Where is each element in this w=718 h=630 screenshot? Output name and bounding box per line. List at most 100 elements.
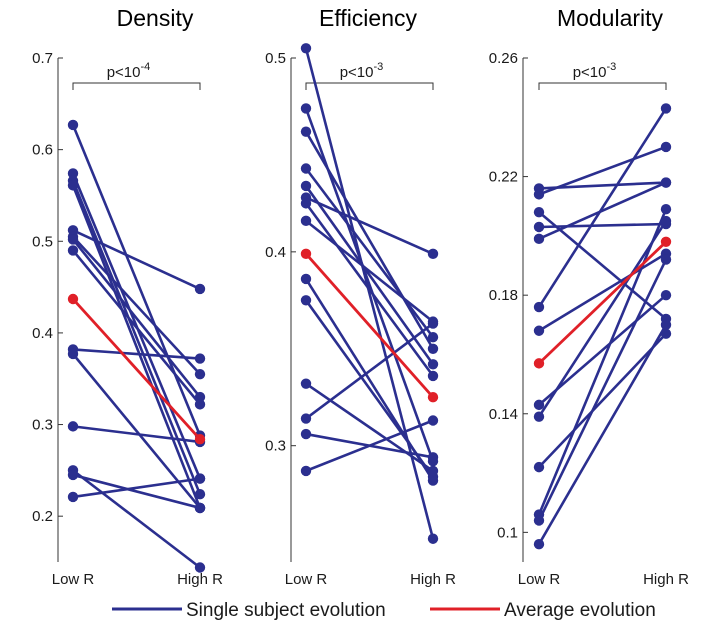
average-point-low: [300, 248, 312, 259]
subject-point-low: [67, 348, 79, 360]
subject-point-low: [533, 301, 545, 313]
subject-point-high: [660, 289, 672, 301]
subject-point-low: [300, 126, 312, 137]
subject-point-high: [427, 452, 439, 463]
y-tick-label: 0.1: [497, 524, 518, 541]
subject-point-high: [427, 415, 439, 426]
legend-label-average: Average evolution: [504, 600, 656, 621]
subject-line: [537, 107, 668, 308]
subject-line: [538, 252, 667, 332]
subject-line: [538, 145, 667, 196]
subject-line: [304, 107, 435, 462]
legend-label-single-subject: Single subject evolution: [186, 600, 386, 621]
subject-line: [537, 220, 668, 418]
subject-line: [304, 131, 435, 350]
y-tick-label: 0.26: [489, 50, 518, 67]
subject-line: [538, 222, 667, 229]
subject-point-low: [533, 221, 545, 233]
subject-line: [305, 382, 434, 472]
subject-point-low: [67, 234, 79, 245]
subject-point-high: [194, 368, 206, 380]
subject-point-high: [660, 141, 672, 153]
subject-line: [72, 229, 201, 291]
significance-bracket: [538, 82, 667, 90]
significance-label: p<10-3: [340, 61, 384, 81]
subject-point-high: [660, 177, 672, 188]
subject-point-high: [427, 465, 439, 477]
subject-line: [304, 202, 435, 377]
panel-title: Efficiency: [319, 5, 418, 31]
significance-bracket: [305, 82, 434, 90]
subject-point-high: [427, 533, 439, 544]
y-tick-label: 0.4: [32, 325, 53, 342]
subject-point-high: [194, 473, 206, 484]
subject-line: [538, 294, 667, 406]
average-point-low: [67, 293, 79, 305]
significance-exponent: -4: [141, 61, 151, 73]
average-line: [304, 252, 435, 399]
subject-point-low: [300, 163, 312, 174]
subject-point-low: [67, 421, 79, 432]
panel-title: Density: [117, 5, 194, 31]
subject-point-high: [660, 254, 672, 265]
subject-point-high: [194, 502, 206, 514]
subject-point-high: [427, 370, 439, 382]
average-point-high: [427, 392, 439, 403]
average-point-high: [660, 236, 672, 248]
subject-line: [537, 259, 668, 522]
subject-point-high: [427, 343, 439, 354]
subject-line: [538, 332, 667, 469]
subject-point-high: [194, 283, 206, 295]
subject-line: [71, 124, 202, 437]
subject-line: [71, 180, 202, 495]
subject-point-high: [427, 331, 439, 343]
subject-line: [71, 238, 202, 398]
subject-line: [305, 419, 434, 473]
y-tick-label: 0.14: [489, 406, 518, 423]
subject-point-low: [67, 168, 79, 179]
subject-point-high: [427, 318, 439, 329]
y-tick-label: 0.3: [32, 417, 53, 434]
subject-point-low: [300, 378, 312, 389]
average-point-high: [194, 434, 206, 445]
average-line: [71, 298, 202, 441]
subject-line: [72, 348, 201, 360]
subject-line: [72, 425, 201, 444]
subject-line: [305, 219, 434, 323]
y-tick-label: 0.22: [489, 169, 518, 186]
subject-point-low: [533, 411, 545, 422]
subject-line: [72, 477, 201, 499]
subject-line: [72, 235, 201, 376]
y-tick-label: 0.2: [32, 508, 53, 525]
panel-efficiency: Efficiency 0.3 0.4 0.5 Low R High R p<10-3: [265, 5, 456, 588]
y-tick-label: 0.4: [265, 244, 286, 261]
subject-point-low: [533, 461, 545, 473]
y-tick-label: 0.18: [489, 287, 518, 304]
subject-point-low: [533, 189, 545, 200]
subject-point-high: [660, 103, 672, 114]
subject-point-high: [194, 399, 206, 410]
x-tick-label: High R: [643, 571, 689, 588]
subject-point-low: [533, 539, 545, 550]
x-tick-label: Low R: [518, 571, 561, 588]
subject-point-low: [67, 180, 79, 191]
subject-point-low: [300, 428, 312, 440]
y-tick-label: 0.7: [32, 50, 53, 67]
subject-line: [71, 184, 202, 509]
subject-point-low: [67, 119, 79, 131]
subject-line: [305, 196, 434, 255]
significance-exponent: -3: [374, 61, 384, 73]
panel-title: Modularity: [557, 5, 664, 31]
subject-point-low: [300, 198, 312, 209]
subject-point-high: [194, 391, 206, 403]
subject-point-low: [300, 43, 312, 54]
panel-modularity: Modularity 0.1 0.14 0.18 0.22 0.26 Low R High R…: [489, 5, 689, 588]
subject-point-high: [660, 204, 672, 215]
significance-bracket: [72, 82, 201, 90]
subject-point-low: [67, 469, 79, 481]
subject-line: [305, 322, 434, 420]
panels: Density 0.2 0.3 0.4 0.5 0.6 0.7 Low R High R p<10…: [32, 5, 689, 588]
subject-point-high: [194, 353, 206, 364]
subject-point-high: [660, 328, 672, 339]
subject-line: [72, 473, 201, 510]
